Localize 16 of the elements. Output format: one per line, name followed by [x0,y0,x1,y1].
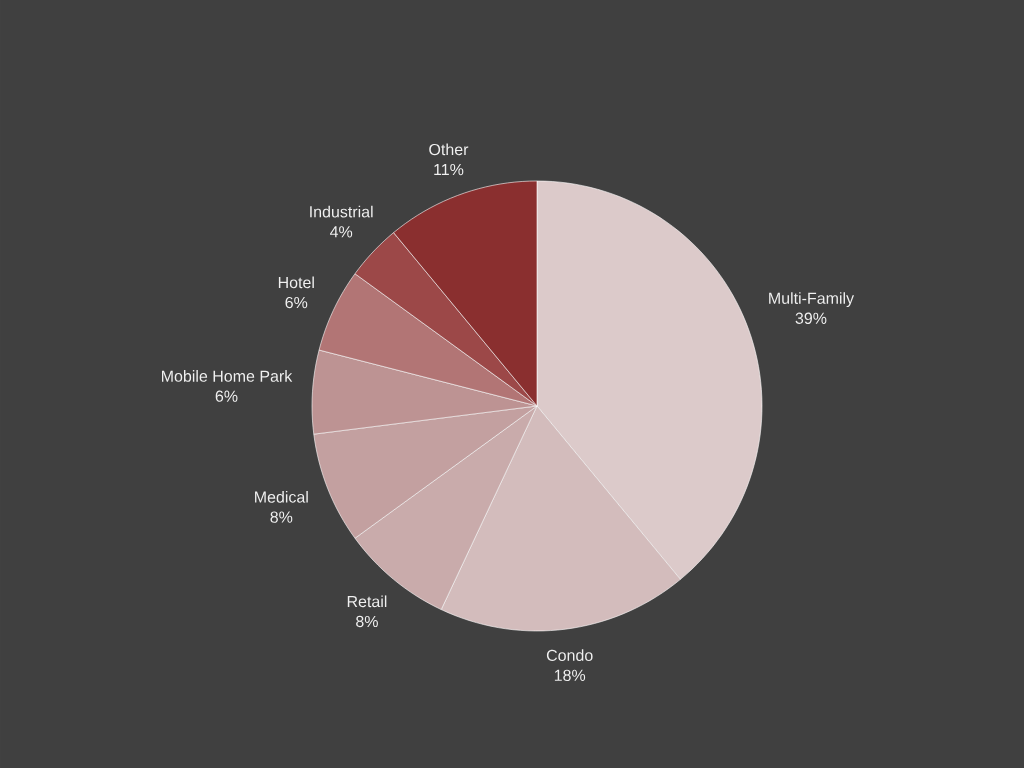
data-label: 4% [329,226,353,238]
data-label: 8% [270,511,293,523]
data-label: 11% [434,163,464,176]
data-label: 6% [215,390,238,402]
data-label: 18% [554,669,586,682]
data-label: 6% [285,296,308,309]
slice-label: Retail [347,595,387,608]
data-label: 39% [795,312,827,324]
slice-label: Industrial [310,205,373,218]
slice-label: Hotel [278,276,314,289]
slice-label: Mobile Home Park [162,370,293,382]
slice-label: Multi-Family [769,292,855,308]
slice-label: Medical [255,490,308,503]
slice-label: Condo [546,649,593,662]
data-label: 8% [356,615,378,628]
slice-label: Other [429,143,469,156]
